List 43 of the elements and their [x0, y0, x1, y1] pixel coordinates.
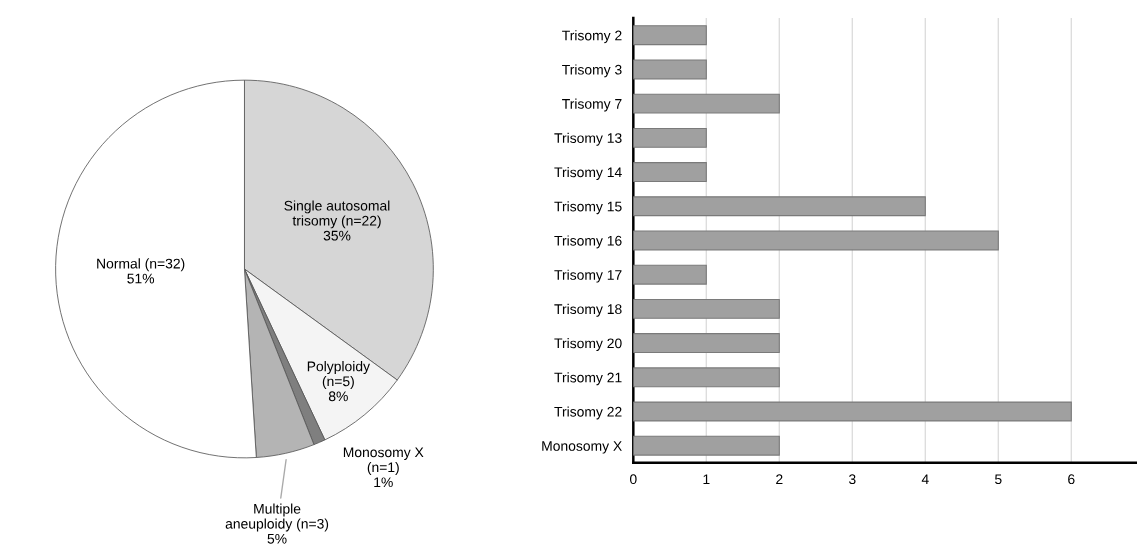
bar: [633, 162, 707, 183]
slice-label: Normal (n=32): [97, 258, 185, 272]
x-tick-label: 4: [921, 474, 929, 484]
bar: [633, 230, 999, 251]
data-label: 8%: [328, 391, 348, 402]
x-tick-label: 5: [995, 474, 1002, 485]
bar: [633, 59, 707, 80]
x-tick-label: 1: [703, 474, 710, 484]
y-tick-label: Trisomy 14: [554, 167, 622, 180]
y-tick-label: Trisomy 16: [554, 235, 622, 249]
bar: [633, 435, 780, 456]
bar: [633, 25, 707, 46]
data-label: 51%: [127, 273, 155, 284]
y-tick-label: Trisomy 15: [554, 201, 622, 215]
y-tick-label: Trisomy 2: [562, 30, 622, 44]
y-tick-label: Trisomy 20: [554, 338, 622, 351]
bar: [633, 264, 707, 285]
slice-label: Single autosomal trisomy (n=22): [284, 200, 390, 229]
slice-label: Monosomy X (n=1): [343, 447, 424, 475]
x-tick-label: 0: [629, 474, 637, 485]
bar: [633, 196, 926, 217]
y-tick-label: Trisomy 3: [562, 64, 622, 78]
data-label: 1%: [374, 477, 393, 488]
bar: [633, 401, 1072, 422]
y-tick-label: Trisomy 7: [562, 98, 622, 112]
bar: [633, 367, 780, 388]
x-tick-label: 3: [848, 474, 856, 485]
y-tick-label: Trisomy 21: [554, 372, 622, 386]
bar: [633, 333, 780, 354]
data-label: 35%: [323, 230, 351, 241]
bar: [633, 127, 707, 148]
x-tick-label: 2: [776, 474, 783, 484]
y-tick-label: Trisomy 17: [554, 269, 622, 283]
y-tick-label: Trisomy 18: [554, 303, 622, 317]
y-tick-label: Trisomy 22: [554, 406, 622, 420]
x-tick-label: 6: [1068, 474, 1075, 485]
data-label: 5%: [267, 533, 287, 544]
slice-label: Polyploidy (n=5): [307, 361, 370, 389]
y-tick-label: Trisomy 13: [554, 132, 622, 146]
y-tick-label: Monosomy X: [542, 441, 622, 454]
bar: [633, 298, 780, 319]
slice-label: Multiple aneuploidy (n=3): [225, 503, 329, 532]
bar: [633, 93, 780, 114]
